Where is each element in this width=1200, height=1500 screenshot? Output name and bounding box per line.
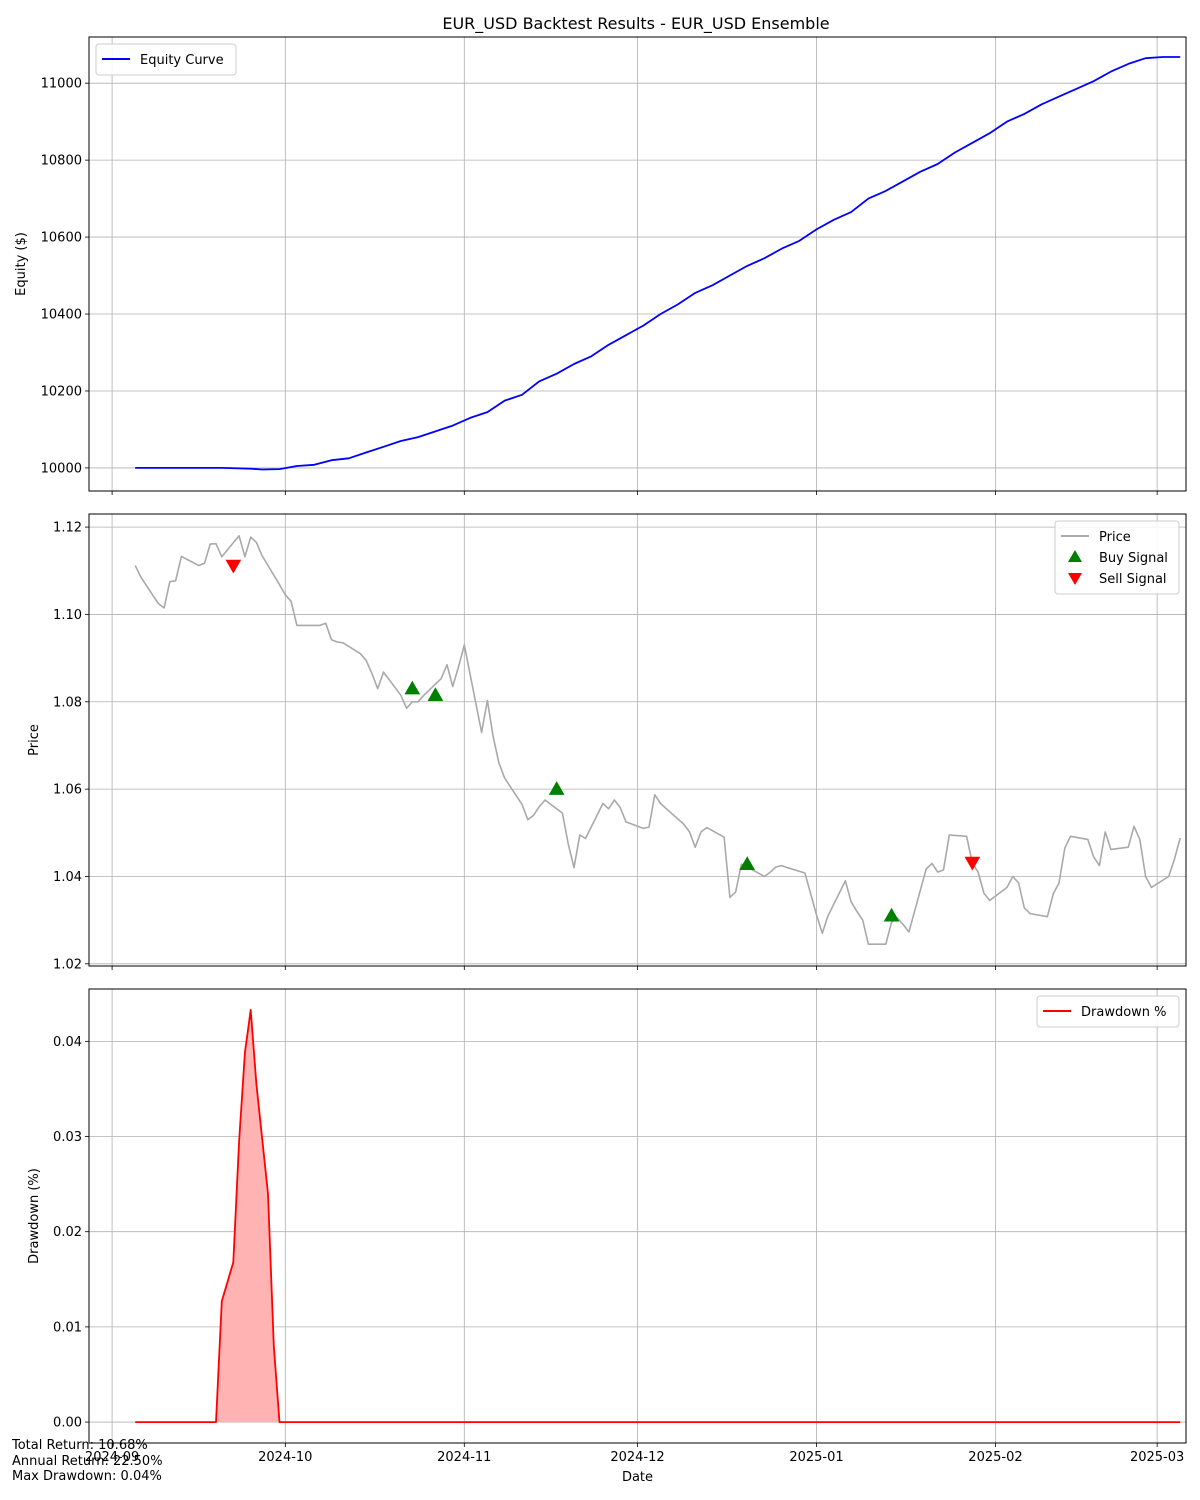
legend-buy-icon xyxy=(1068,550,1082,562)
chart-title: EUR_USD Backtest Results - EUR_USD Ensem… xyxy=(442,14,829,34)
y-axis-label: Equity ($) xyxy=(14,232,29,296)
legend-box xyxy=(1054,520,1180,595)
sell-signal-marker xyxy=(225,559,242,574)
sell-signal-marker xyxy=(964,856,981,871)
x-tick-label: 2025-03 xyxy=(1130,1450,1184,1465)
y-tick-label: 10200 xyxy=(41,384,82,399)
y-tick-label: 0.03 xyxy=(53,1130,82,1145)
legend: Price Buy Signal Sell Signal xyxy=(1054,520,1180,595)
x-tick-label: 2025-01 xyxy=(789,1450,843,1465)
buy-signal-marker xyxy=(404,680,421,695)
series-line-0 xyxy=(135,1009,1181,1423)
price-panel: 1.02 1.04 1.06 1.08 1.10 1.12 Price Price Buy Si… xyxy=(27,513,1187,972)
axes-frame xyxy=(88,988,1187,1444)
buy-signal-marker xyxy=(739,856,756,870)
axes-frame xyxy=(88,513,1187,967)
y-tick-label: 0.04 xyxy=(53,1035,82,1050)
legend: Equity Curve xyxy=(95,43,237,76)
y-tick-label: 10400 xyxy=(41,308,82,323)
annual-return-text: Annual Return: 22.50% xyxy=(12,1453,163,1469)
total-return-text: Total Return: 10.68% xyxy=(12,1438,148,1453)
legend-label: Drawdown % xyxy=(1081,1005,1167,1020)
x-axis-label: Date xyxy=(622,1470,653,1485)
x-tick-label: 2025-02 xyxy=(968,1450,1022,1465)
y-tick-label: 1.02 xyxy=(53,957,82,972)
y-tick-label: 1.10 xyxy=(53,608,82,623)
buy-signal-marker xyxy=(883,907,900,922)
legend-sell-icon xyxy=(1068,573,1082,585)
legend: Drawdown % xyxy=(1036,995,1180,1028)
drawdown-area xyxy=(135,1009,1181,1423)
y-tick-label: 1.12 xyxy=(53,521,82,536)
y-tick-label: 0.00 xyxy=(53,1416,82,1431)
y-tick-label: 0.02 xyxy=(53,1225,82,1240)
series-line-0 xyxy=(135,56,1181,471)
y-tick-label: 10600 xyxy=(41,231,82,246)
y-tick-label: 10800 xyxy=(41,154,82,169)
legend-box xyxy=(1036,995,1180,1028)
buy-signal-marker xyxy=(548,781,565,795)
series-line-0 xyxy=(134,534,1181,946)
y-tick-label: 1.08 xyxy=(53,695,82,710)
legend-label: Sell Signal xyxy=(1099,572,1167,587)
axes-frame xyxy=(88,36,1187,492)
y-tick-label: 1.04 xyxy=(53,870,82,885)
y-axis-label: Drawdown (%) xyxy=(27,1168,42,1264)
max-drawdown-text: Max Drawdown: 0.04% xyxy=(12,1469,162,1484)
summary-stats: Total Return: 10.68% Annual Return: 22.5… xyxy=(12,1438,163,1485)
y-tick-label: 1.06 xyxy=(53,783,82,798)
x-tick-label: 2024-09 xyxy=(85,1450,139,1465)
legend-label: Equity Curve xyxy=(140,53,224,68)
legend-box xyxy=(95,43,237,76)
y-tick-label: 11000 xyxy=(41,77,82,92)
x-tick-label: 2024-12 xyxy=(610,1450,664,1465)
buy-signal-marker xyxy=(427,687,444,701)
y-tick-label: 0.01 xyxy=(53,1320,82,1335)
legend-label: Buy Signal xyxy=(1099,551,1168,566)
x-tick-label: 2024-11 xyxy=(437,1450,491,1465)
y-axis-label: Price xyxy=(27,724,42,756)
y-tick-label: 10000 xyxy=(41,461,82,476)
drawdown-panel: 2024-09 2024-10 2024-11 2024-12 2025-01 2025-… xyxy=(27,988,1187,1485)
x-tick-label: 2024-10 xyxy=(258,1450,312,1465)
legend-label: Price xyxy=(1099,530,1131,545)
equity-panel: 10000 10200 10400 10600 10800 11000 Equity ($)… xyxy=(14,36,1187,495)
